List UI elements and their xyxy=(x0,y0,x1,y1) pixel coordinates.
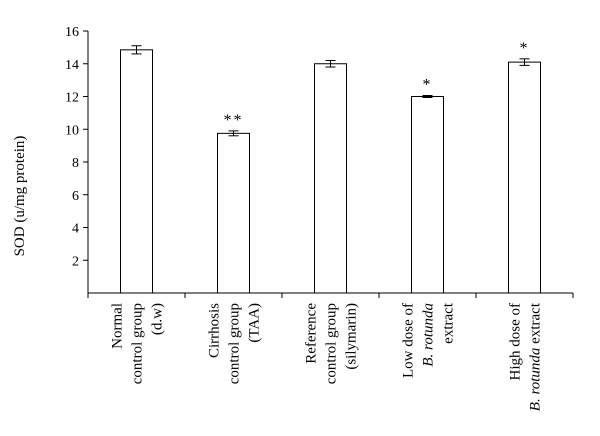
axes: 2 4 6 8 10 12 14 16 xyxy=(65,25,574,298)
category-label-text: extract xyxy=(528,302,544,347)
category-label: High dose of B. rotunda extract xyxy=(508,302,544,411)
category-label-text: (d.w) xyxy=(150,303,166,335)
category-label: Low dose of B. rotunda extract xyxy=(401,302,457,378)
category-label-text: Reference xyxy=(304,303,320,364)
category-label-line: (TAA) xyxy=(247,303,263,343)
y-tick-label: 10 xyxy=(65,123,79,138)
category-label: Reference control group (silymarin) xyxy=(304,303,360,385)
y-tick-label: 8 xyxy=(72,156,79,171)
category-label-line: Normal xyxy=(110,303,126,349)
category-label-line: B. rotunda xyxy=(421,303,437,367)
bar xyxy=(120,49,153,294)
bar xyxy=(314,63,347,294)
y-tick-label: 6 xyxy=(72,189,79,204)
category-label-text: control group xyxy=(324,303,340,384)
y-tick-label: 2 xyxy=(72,254,79,269)
category-label-text: B. rotunda xyxy=(528,348,544,412)
category-label-text: control group xyxy=(227,303,243,384)
category-label-text: B. rotunda xyxy=(421,303,437,367)
y-axis-label: SOD (u/mg protein) xyxy=(12,136,28,257)
category-label-line: control group xyxy=(227,303,243,384)
category-label: Cirrhosis control group (TAA) xyxy=(207,303,263,384)
category-label-line: (d.w) xyxy=(150,303,166,335)
category-labels: Normal control group (d.w) Cirrhosis control… xyxy=(110,302,544,411)
category-label-line: B. rotunda extract xyxy=(528,302,544,411)
category-label-text: Normal xyxy=(110,303,126,349)
category-label-line: Low dose of xyxy=(401,303,417,378)
bar xyxy=(508,61,541,294)
bar xyxy=(217,132,250,294)
y-tick-label: 12 xyxy=(65,91,79,106)
category-label-line: Reference xyxy=(304,303,320,364)
category-label-line: extract xyxy=(441,302,457,344)
category-label-line: (silymarin) xyxy=(344,303,360,370)
category-label-text: (TAA) xyxy=(247,303,263,343)
category-label-text: Low dose of xyxy=(401,303,417,378)
y-tick-label: 16 xyxy=(65,25,79,40)
category-label-line: Cirrhosis xyxy=(207,303,223,358)
significance-marker: * xyxy=(520,40,530,57)
category-label-line: High dose of xyxy=(508,303,524,381)
category-label-line: control group xyxy=(324,303,340,384)
y-tick-label: 4 xyxy=(72,222,79,237)
category-label-text: High dose of xyxy=(508,303,524,381)
category-label-line: control group xyxy=(130,303,146,384)
category-label-text: extract xyxy=(441,302,457,344)
category-label-text: control group xyxy=(130,303,146,384)
category-label: Normal control group (d.w) xyxy=(110,303,166,384)
significance-marker: ** xyxy=(224,112,244,129)
y-tick-label: 14 xyxy=(65,58,79,73)
category-label-text: Cirrhosis xyxy=(207,303,223,358)
bars: **** xyxy=(120,40,541,294)
category-label-text: (silymarin) xyxy=(344,303,360,370)
bar xyxy=(411,96,444,294)
significance-marker: * xyxy=(423,77,433,94)
